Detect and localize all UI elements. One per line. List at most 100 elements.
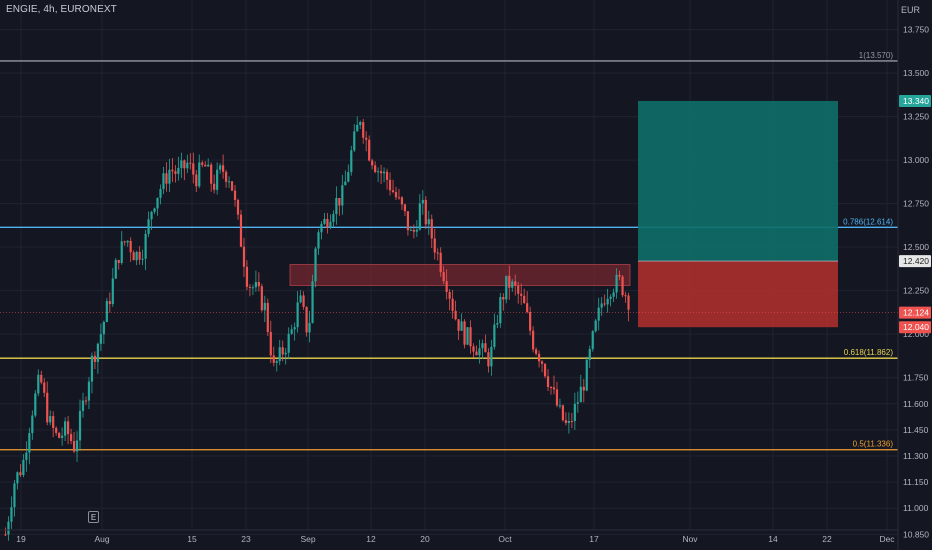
candle-body [296,302,299,328]
candle-body [320,223,323,233]
candle-body [618,274,621,277]
candle-body [335,197,338,215]
candle-body [242,246,246,267]
candle-body [371,160,374,166]
candle-body [388,179,392,191]
candle-body [111,278,114,305]
candle-body [493,324,496,347]
candle-body [120,241,123,264]
candle-body [418,203,421,230]
candle-body [162,173,165,189]
candle-body [469,327,472,347]
candle-body [25,452,28,460]
price-tick-label: 13.250 [903,112,929,122]
candle-body [150,211,153,220]
candle-body [520,293,523,296]
candle-body [558,405,562,407]
candle-body [245,266,249,287]
candle-body [517,285,520,294]
candle-body [523,295,526,304]
price-label-text: 13.340 [903,96,929,106]
price-axis[interactable]: 13.750 13.500 13.250 13.000 12.750 12.500 12.2… [897,0,932,550]
long-position-tool[interactable] [638,100,838,328]
earnings-marker[interactable]: E [88,511,99,523]
candle-body [311,281,314,323]
candle-body [540,361,544,364]
candle-body [138,251,141,260]
candle-body [281,347,284,355]
candle-body [207,164,210,167]
candle-body [379,171,383,174]
candle-body [582,386,585,391]
price-label-text: 12.124 [903,308,929,318]
candle-body [585,359,588,391]
candle-body [135,251,138,261]
candle-body [350,150,353,173]
candle-body [230,181,234,191]
price-axis-background [898,0,932,550]
candle-body [391,190,395,193]
candle-body [64,421,67,436]
candle-body [421,199,424,204]
price-tick-label: 10.850 [903,529,929,539]
candle-body [487,352,490,367]
candle-body [213,183,216,190]
candle-body [168,169,171,184]
time-tick-label: 22 [822,534,832,544]
candle-body [287,333,290,353]
candle-body [293,327,296,330]
candle-body [466,327,469,345]
candle-body [239,214,243,247]
candle-body [472,346,475,352]
candle-body [439,252,442,273]
time-tick-label: 17 [589,534,599,544]
candle-body [195,174,198,187]
candle-body [260,286,263,311]
candle-body [317,232,320,249]
price-label-text: 12.040 [903,322,929,332]
candle-body [341,185,344,206]
candle-body [227,181,231,183]
price-tick-label: 11.000 [903,503,929,513]
candle-body [427,219,430,225]
candle-body [7,521,10,535]
candle-body [514,281,517,286]
candle-body [314,248,317,282]
symbol-title[interactable]: ENGIE, 4h, EURONEXT [6,4,117,15]
candle-body [171,169,174,172]
candle-body [409,229,412,231]
candle-body [481,343,484,349]
candle-body [382,171,386,174]
price-axis-labels: 13.340 12.420 12.124 12.040 [899,94,931,334]
candle-body [147,219,150,234]
time-tick-label: 14 [768,534,778,544]
candle-body [52,416,55,428]
candle-body [233,190,237,200]
candle-body [323,218,326,224]
fib-level-label: 0.786(12.614) [843,217,893,226]
candle-body [75,440,79,452]
time-axis[interactable]: 19 Aug 15 23 Sep 12 20 Oct 17 Nov 14 22 Dec [0,529,898,544]
candle-body [624,295,627,297]
candle-body [10,507,13,522]
candle-body [99,334,102,344]
candle-body [457,319,460,331]
time-tick-label: Oct [498,534,512,544]
candle-body [248,286,252,288]
candle-body [537,353,541,362]
candle-body [236,199,240,215]
candle-body [219,165,222,170]
candle-body [430,219,433,239]
price-tick-label: 11.300 [903,451,929,461]
candle-body [502,296,505,300]
candle-body [174,171,177,174]
candle-body [28,433,31,453]
candle-body [570,421,573,423]
time-tick-label: Sep [300,534,315,544]
price-tick-label: 11.450 [903,425,929,435]
candle-body [573,403,576,422]
candle-body [353,131,356,151]
fib-level-label: 1(13.570) [859,51,894,60]
candle-body [275,361,278,363]
